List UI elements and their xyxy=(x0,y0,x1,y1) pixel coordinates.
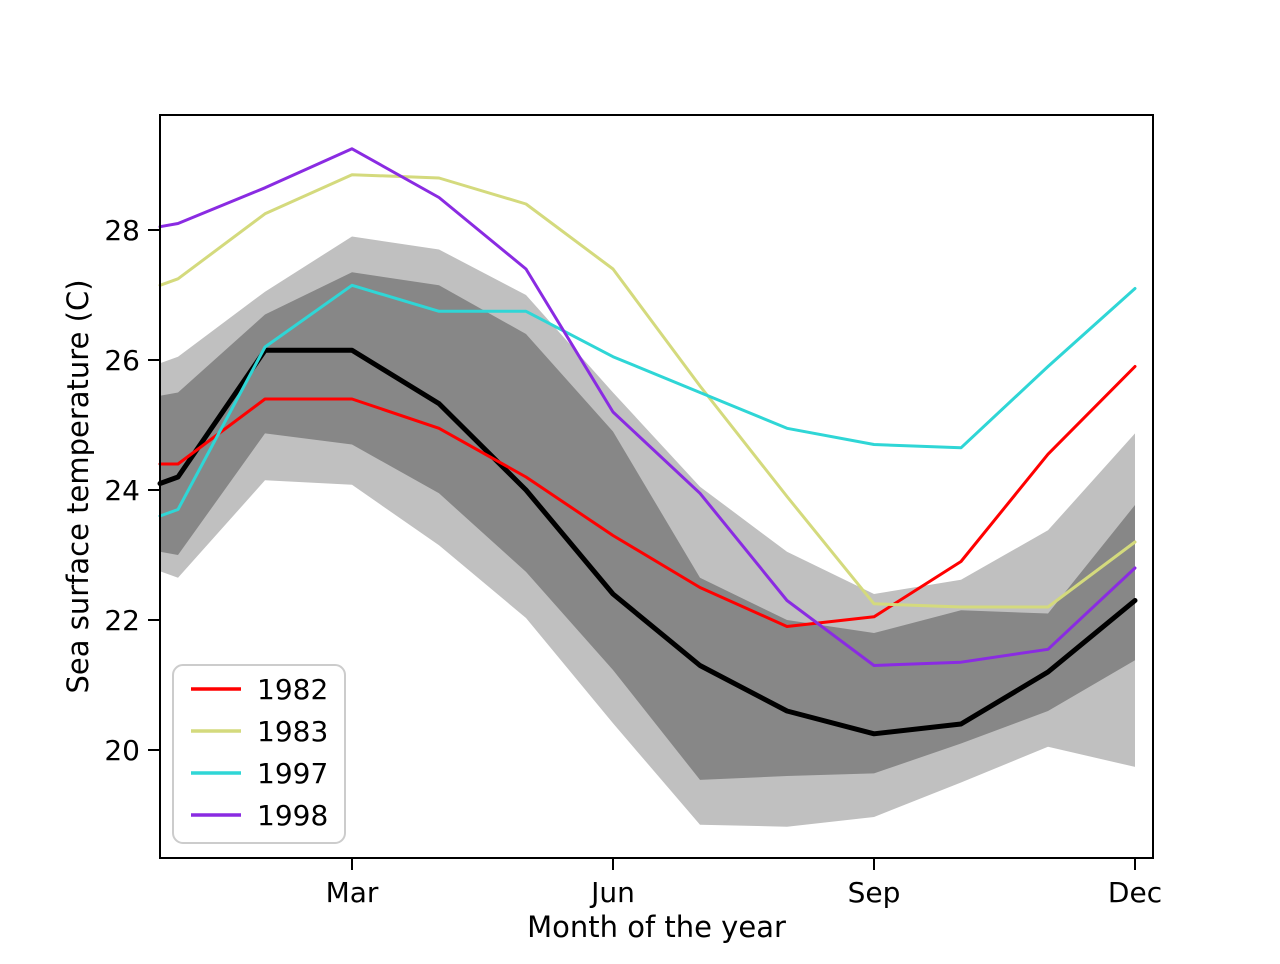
y-tick-label: 26 xyxy=(104,344,140,377)
inner-envelope-band xyxy=(160,272,1135,780)
legend: 1982 1983 1997 1998 xyxy=(172,664,346,844)
series-line-1998 xyxy=(158,147,1137,667)
y-axis-label: Sea surface temperature (C) xyxy=(61,279,95,693)
climatology-mean-line xyxy=(157,347,1138,737)
x-axis-label: Month of the year xyxy=(527,910,786,944)
plot-frame xyxy=(159,114,1154,859)
y-tick-label: 22 xyxy=(104,604,140,637)
legend-label-1982: 1982 xyxy=(257,673,328,706)
legend-box xyxy=(172,664,346,844)
series-lines xyxy=(157,147,1138,737)
legend-label-1983: 1983 xyxy=(257,715,328,748)
series-line-1982 xyxy=(158,365,1137,628)
y-tick-label: 24 xyxy=(104,474,140,507)
x-tick-label: Sep xyxy=(848,876,901,909)
axes: Mar Jun Sep Dec 20 22 24 26 28 Month of the year S… xyxy=(61,114,1162,944)
y-tick-label: 28 xyxy=(104,214,140,247)
x-tick-label: Jun xyxy=(589,876,635,909)
legend-label-1997: 1997 xyxy=(257,757,328,790)
series-line-1983 xyxy=(158,173,1137,609)
series-line-1997 xyxy=(158,283,1137,518)
x-tick-label: Dec xyxy=(1108,876,1162,909)
x-tick-label: Mar xyxy=(326,876,379,909)
legend-label-1998: 1998 xyxy=(257,799,328,832)
y-tick-label: 20 xyxy=(104,734,140,767)
